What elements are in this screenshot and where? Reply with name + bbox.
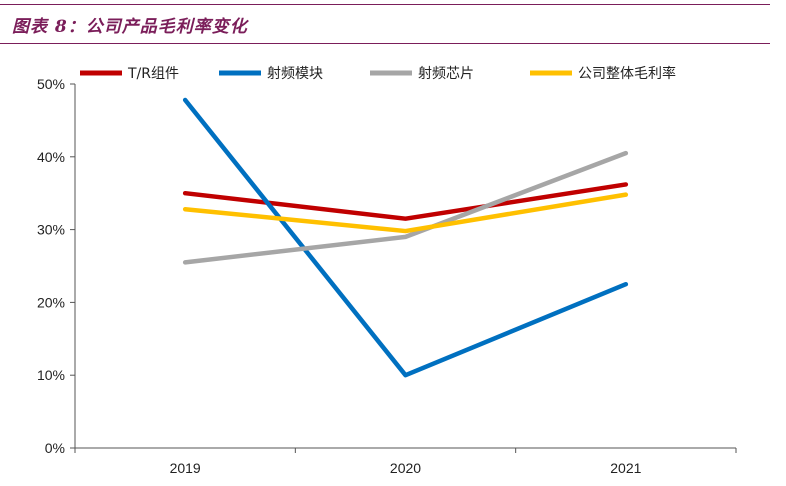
header-top-rule [0,4,770,5]
y-tick-label: 10% [37,367,65,383]
y-tick-label: 20% [37,294,65,310]
chart-axes: 0% 10% 20% 30% 40% 50% 2019 2020 2021 [37,76,737,476]
legend-label: 公司整体毛利率 [578,65,676,82]
figure-header: 图表 8：公司产品毛利率变化 [0,0,770,44]
figure-title: 图表 8：公司产品毛利率变化 [12,17,248,37]
legend-label: 射频模块 [267,66,323,82]
legend-label: T/R组件 [127,66,179,82]
y-tick-label: 30% [37,222,65,238]
y-tick-label: 0% [45,440,65,456]
series-line-3 [182,150,629,265]
chart-series [182,97,629,378]
series-line-2 [182,97,629,378]
x-tick-label: 2019 [170,460,201,476]
y-tick-label: 50% [37,76,65,92]
x-tick-label: 2020 [390,460,421,476]
series-line-1 [182,182,629,221]
header-bottom-rule [0,43,770,44]
chart-legend: T/R组件 射频模块 射频芯片 公司整体毛利率 [80,65,676,82]
legend-label: 射频芯片 [418,66,474,82]
y-tick-label: 40% [37,149,65,165]
series-line-4 [182,192,629,234]
x-tick-label: 2021 [610,460,641,476]
